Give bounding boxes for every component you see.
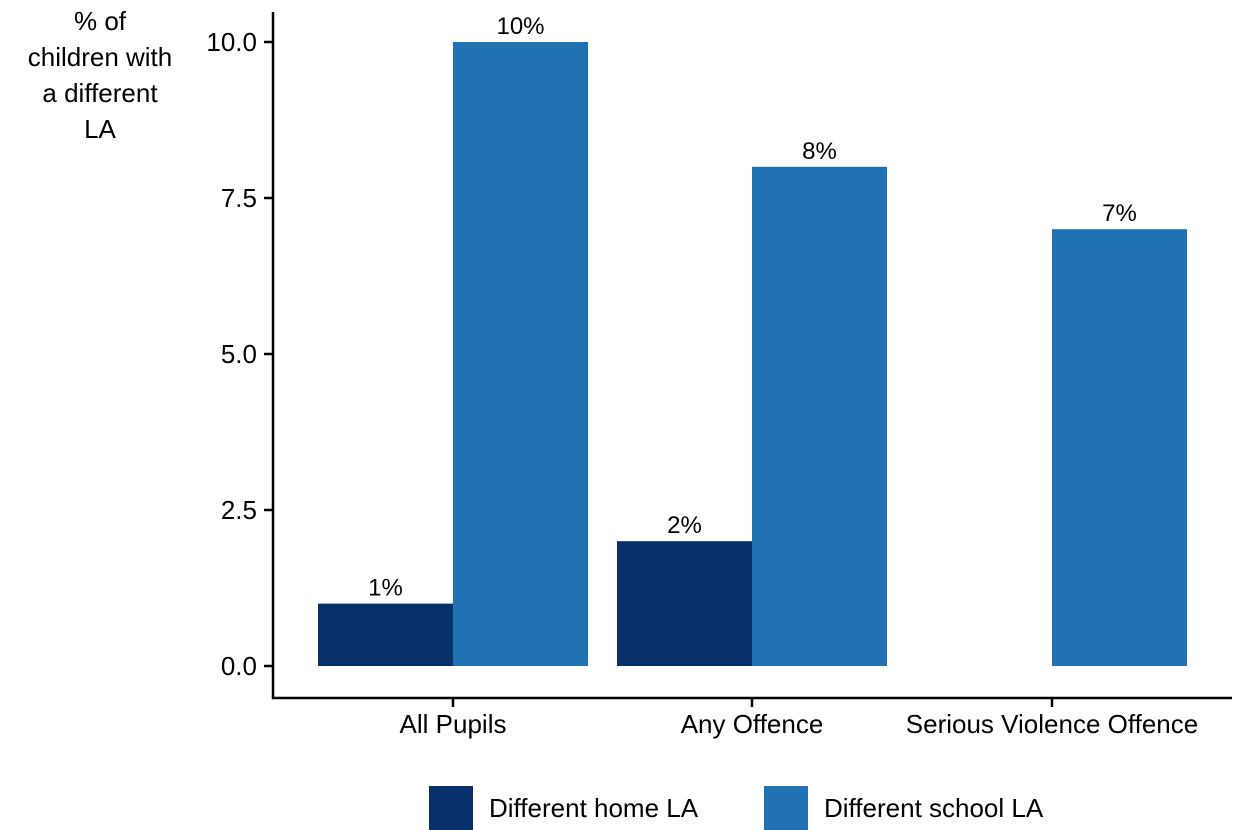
y-tick-label: 5.0 <box>221 339 257 369</box>
bar-data-label: 10% <box>496 13 544 40</box>
y-tick-label: 7.5 <box>221 183 257 213</box>
bar <box>1052 229 1187 666</box>
x-axis-ticks: All Pupils Any Offence Serious Violence Of… <box>400 698 1198 739</box>
bar <box>318 603 453 666</box>
x-tick-label: Any Offence <box>681 709 824 739</box>
y-axis-ticks: 0.0 2.5 5.0 7.5 10.0 <box>206 27 273 681</box>
bar-data-label: 1% <box>368 575 403 602</box>
legend-swatch-school-la <box>764 786 808 830</box>
y-axis-title-line-4: LA <box>84 114 116 144</box>
x-tick-label: All Pupils <box>400 709 507 739</box>
x-tick-label: Serious Violence Offence <box>906 709 1198 739</box>
bar <box>752 166 887 667</box>
bar-data-label: 7% <box>1102 200 1137 227</box>
bar-data-label: 2% <box>667 512 702 539</box>
legend-label-home-la: Different home LA <box>489 793 699 823</box>
y-axis-title-line-3: a different <box>42 78 158 108</box>
bar <box>617 541 752 666</box>
y-tick-label: 2.5 <box>221 495 257 525</box>
legend-label-school-la: Different school LA <box>824 793 1044 823</box>
legend: Different home LA Different school LA <box>429 786 1044 830</box>
y-axis-title: % of children with a different LA <box>28 6 173 144</box>
data-labels: 1% 2% 10% 8% 7% <box>368 13 1137 602</box>
y-axis-title-line-1: % of <box>74 6 127 36</box>
y-tick-label: 0.0 <box>221 651 257 681</box>
y-axis-title-line-2: children with <box>28 42 173 72</box>
legend-swatch-home-la <box>429 786 473 830</box>
y-tick-label: 10.0 <box>206 27 257 57</box>
bars <box>318 42 1187 667</box>
bar-data-label: 8% <box>802 138 837 165</box>
bar <box>453 42 588 666</box>
